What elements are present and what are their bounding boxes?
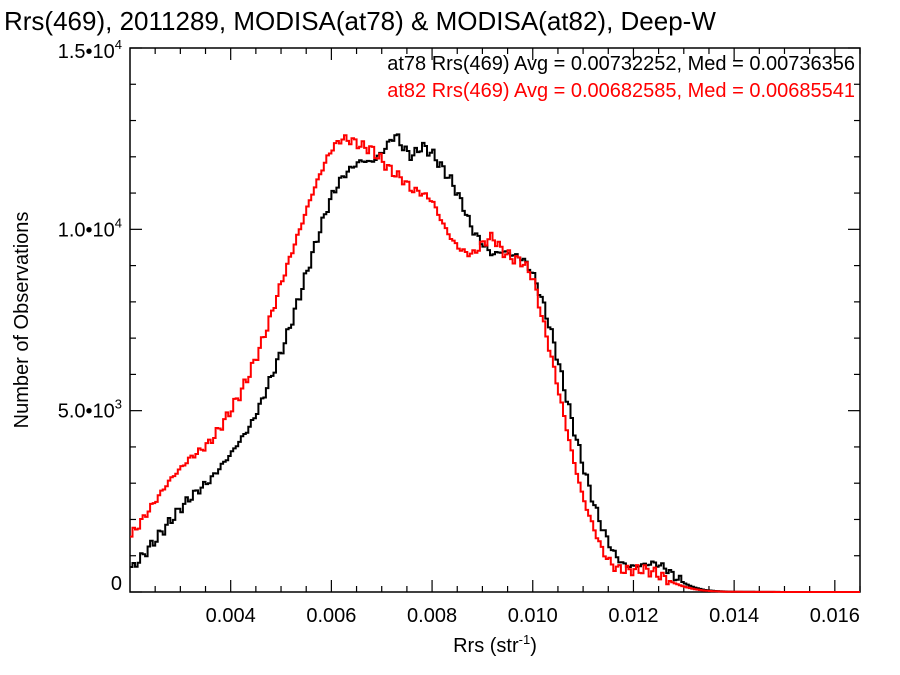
- y-tick-label: 1.5•104: [58, 37, 122, 63]
- legend-annotation-at82: at82 Rrs(469) Avg = 0.00682585, Med = 0.…: [387, 80, 855, 102]
- x-tick-label: 0.010: [508, 605, 558, 627]
- x-tick-label: 0.006: [306, 605, 356, 627]
- axis-tick-labels: 0.004 0.006 0.008 0.010 0.012 0.014 0.016 0 5.0•…: [58, 37, 860, 627]
- y-tick-label: 0: [111, 573, 122, 595]
- chart-title: Rrs(469), 2011289, MODISA(at78) & MODISA…: [4, 6, 716, 36]
- x-tick-label: 0.016: [810, 605, 860, 627]
- y-tick-label: 5.0•103: [58, 397, 122, 423]
- x-tick-label: 0.008: [407, 605, 457, 627]
- x-tick-label: 0.014: [709, 605, 759, 627]
- y-tick-label: 1.0•104: [58, 215, 122, 241]
- x-tick-label: 0.004: [206, 605, 256, 627]
- x-tick-label: 0.012: [608, 605, 658, 627]
- plot-frame: [129, 47, 861, 593]
- legend-annotation-at78: at78 Rrs(469) Avg = 0.00732252, Med = 0.…: [387, 53, 855, 75]
- series-at78-line: [130, 133, 860, 593]
- data-series: [130, 133, 860, 593]
- y-axis-label: Number of Observations: [11, 212, 33, 429]
- series-at82-line: [130, 134, 860, 593]
- axis-ticks: [130, 47, 861, 593]
- x-axis-label: Rrs (str-1): [453, 632, 537, 657]
